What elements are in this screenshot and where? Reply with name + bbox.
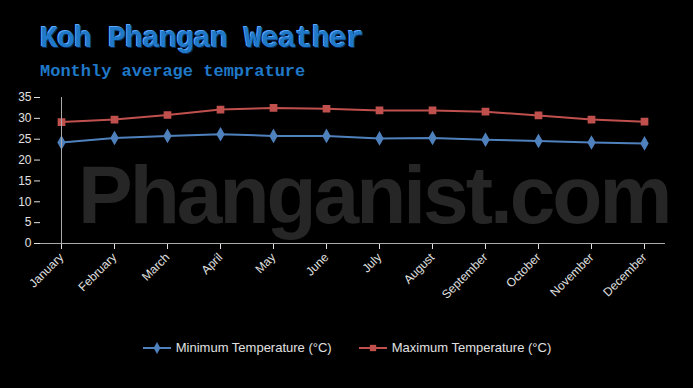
svg-text:15: 15 <box>18 174 32 188</box>
svg-text:March: March <box>139 250 172 283</box>
svg-text:June: June <box>303 250 332 279</box>
svg-text:35: 35 <box>18 90 32 104</box>
svg-text:25: 25 <box>18 132 32 146</box>
svg-text:August: August <box>401 250 438 287</box>
html-text:Monthly average temprature: Monthly average temprature <box>40 62 306 81</box>
svg-text:April: April <box>198 250 225 277</box>
html-text:Phanganist.com: Phanganist.com <box>78 149 670 240</box>
svg-text:July: July <box>359 250 384 275</box>
svg-text:30: 30 <box>18 111 32 125</box>
svg-text:September: September <box>439 250 490 301</box>
svg-text:5: 5 <box>25 215 32 229</box>
svg-text:0: 0 <box>25 236 32 250</box>
svg-text:January: January <box>26 250 66 290</box>
svg-text:February: February <box>75 250 119 294</box>
svg-text:May: May <box>252 250 278 276</box>
svg-text:20: 20 <box>18 153 32 167</box>
svg-text:November: November <box>547 250 596 299</box>
svg-text:10: 10 <box>18 195 32 209</box>
svg-text:October: October <box>503 250 543 290</box>
html-text:Koh Phangan Weather: Koh Phangan Weather <box>40 22 364 56</box>
svg-text:December: December <box>600 250 649 299</box>
html-text:Maximum Temperature (°C): Maximum Temperature (°C) <box>391 340 552 355</box>
html-text:Minimum Temperature (°C): Minimum Temperature (°C) <box>175 340 332 355</box>
